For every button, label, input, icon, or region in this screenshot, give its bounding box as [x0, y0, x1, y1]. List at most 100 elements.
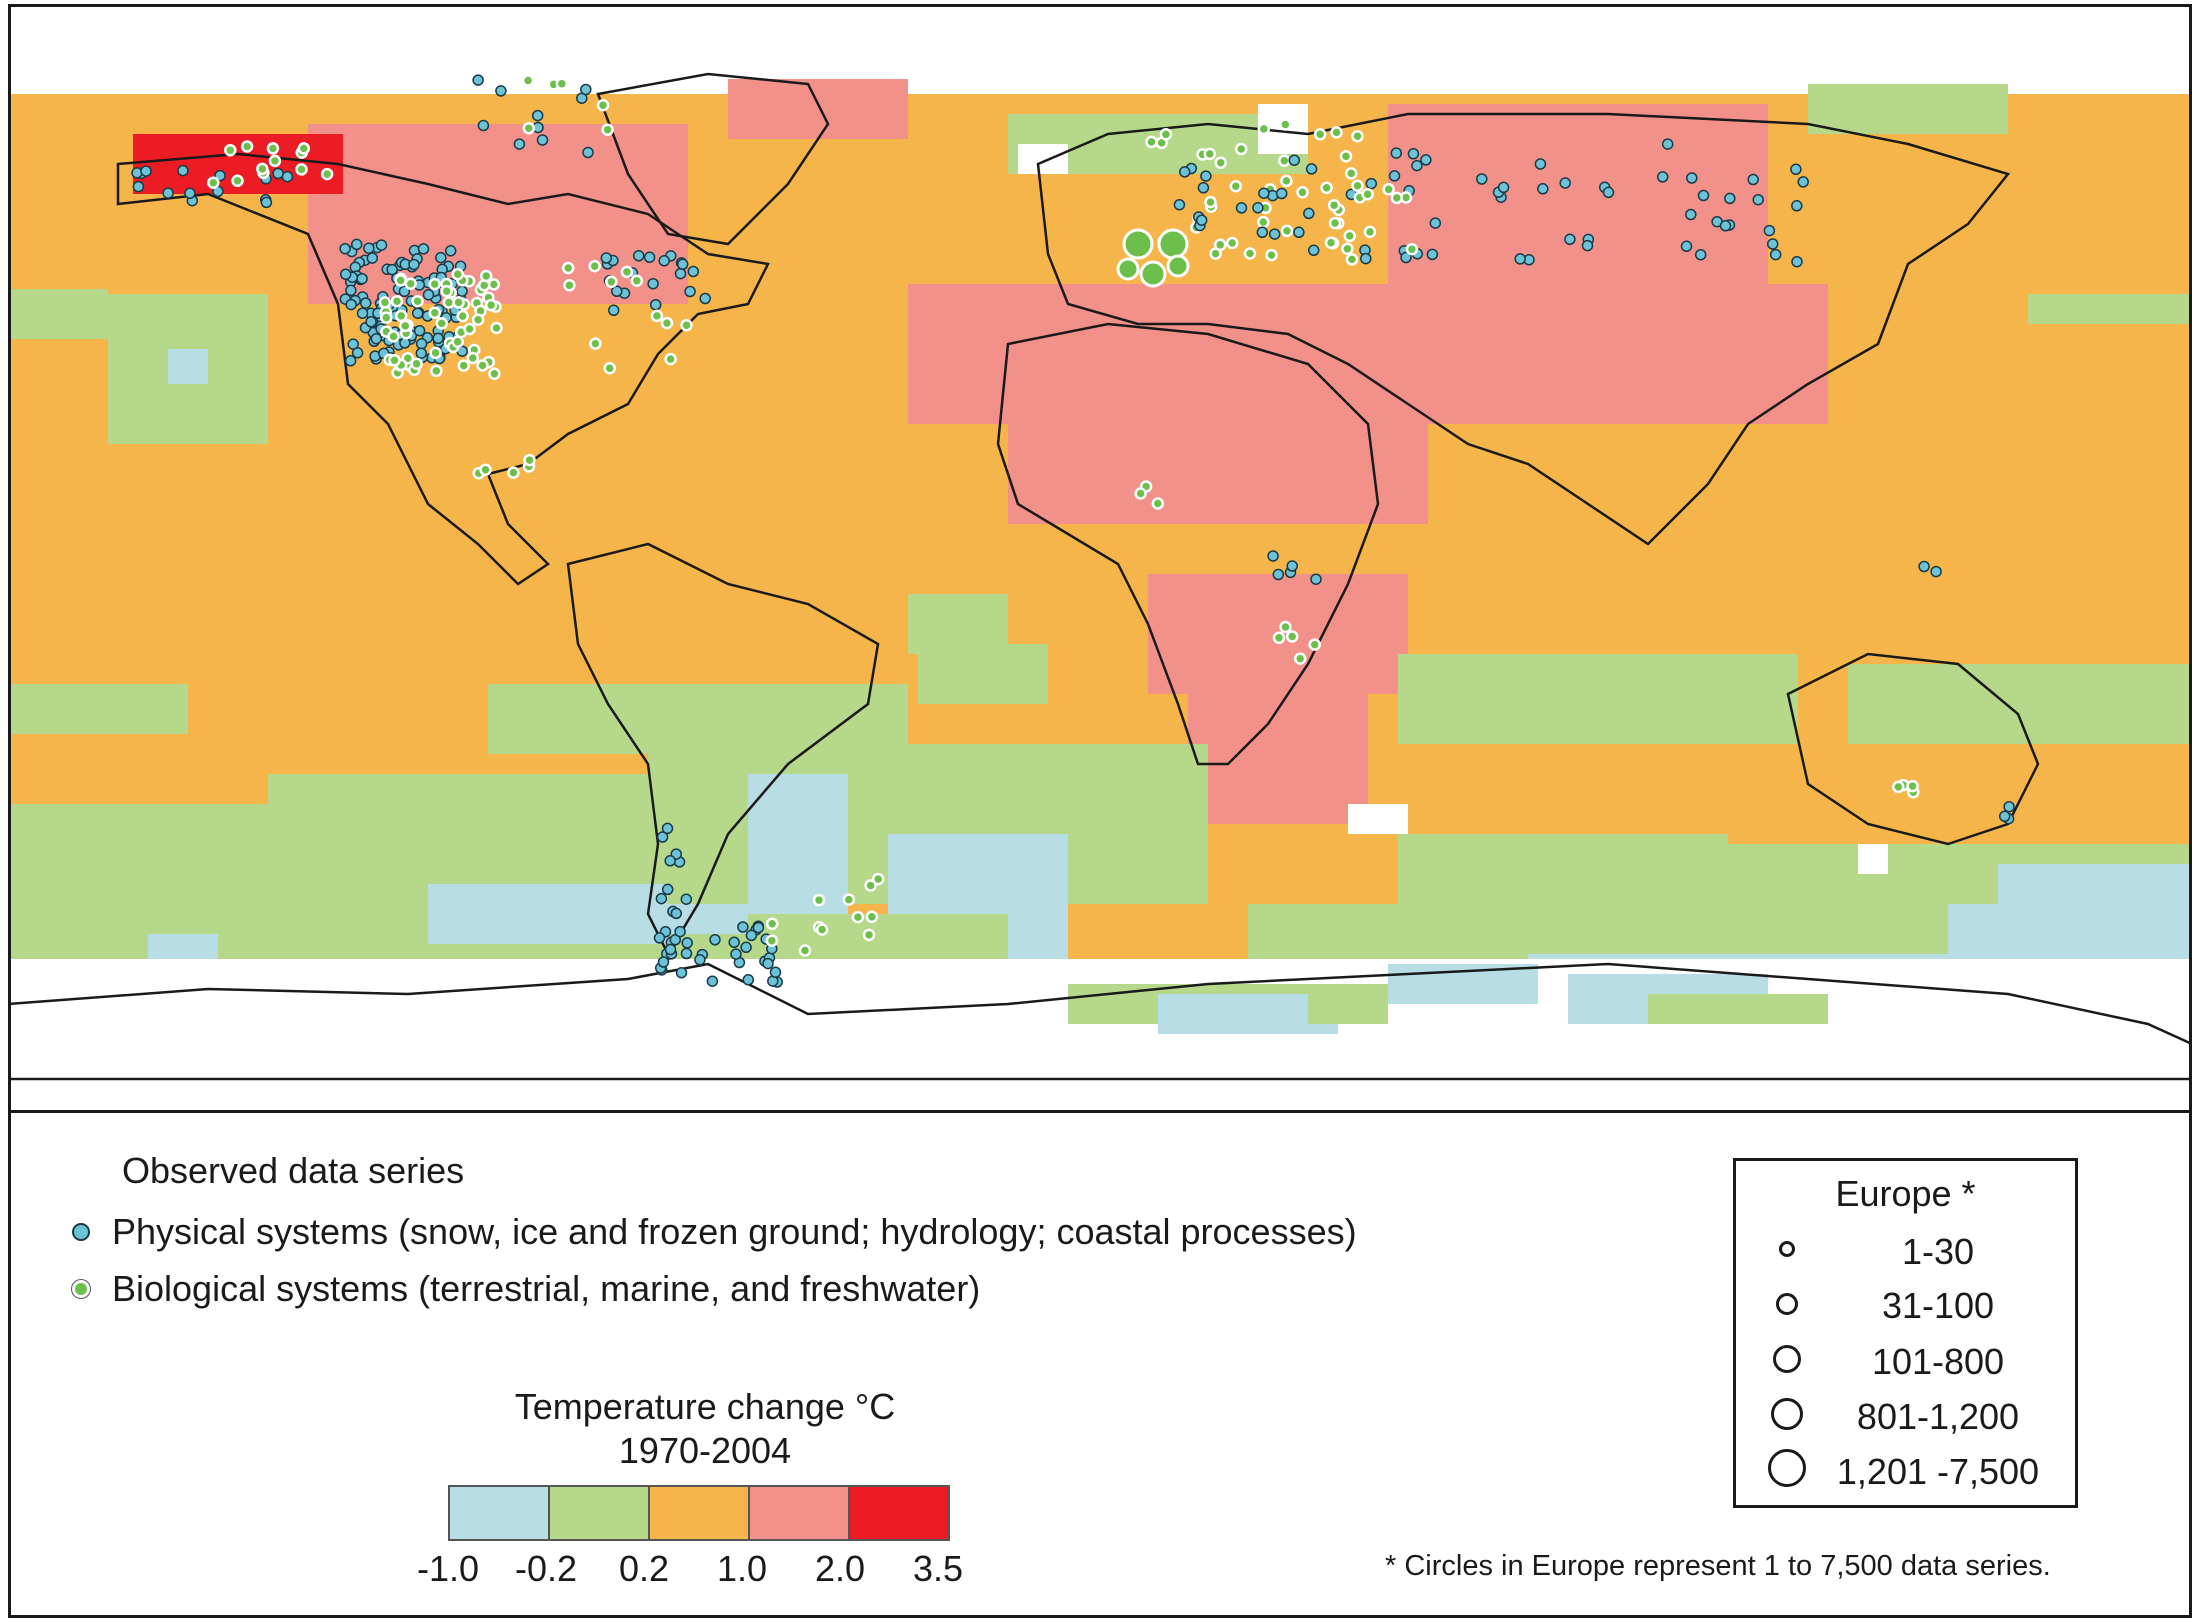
- biological-observation-marker: [430, 364, 443, 378]
- coastline: [566, 542, 880, 957]
- physical-observation-marker: [1763, 224, 1776, 237]
- biological-observation-marker: [1234, 142, 1248, 156]
- biological-observation-marker: [378, 296, 392, 309]
- physical-observation-marker: [600, 252, 613, 264]
- physical-observation-marker: [435, 251, 447, 264]
- biological-observation-marker: [256, 162, 269, 176]
- physical-observation-marker: [1288, 154, 1301, 166]
- temperature-grid-cell: [908, 284, 1828, 424]
- europe-size-legend: Europe * 1-30 31-100 101-800 801-1,200 1…: [1733, 1158, 2078, 1508]
- europe-aggregate-marker: [1166, 254, 1190, 278]
- physical-observation-marker: [1195, 214, 1208, 226]
- biological-observation-marker: [1343, 229, 1356, 243]
- scale-swatch: [550, 1487, 650, 1539]
- physical-observation-marker: [1400, 251, 1412, 264]
- physical-observation-marker: [1602, 186, 1615, 199]
- physical-observation-marker: [643, 251, 656, 264]
- figure-frame: [8, 4, 2192, 1618]
- biological-observation-marker: [295, 163, 308, 176]
- temperature-grid-cell: [1858, 844, 1888, 874]
- physical-observation-marker: [709, 934, 721, 946]
- biological-observation-marker: [240, 140, 254, 153]
- physical-observation-marker: [680, 893, 693, 905]
- europe-legend-title: Europe *: [1835, 1173, 1976, 1214]
- biological-observation-marker: [507, 466, 520, 479]
- size-circle-icon: [1779, 1241, 1795, 1257]
- coastline: [116, 152, 770, 586]
- biological-observation-marker: [457, 359, 470, 372]
- temperature-grid-cell: [8, 684, 188, 734]
- biological-observation-marker: [680, 318, 693, 332]
- physical-observation-marker: [513, 138, 526, 150]
- biological-observation-marker: [588, 259, 601, 273]
- physical-observation-marker: [762, 957, 774, 970]
- temperature-grid-cell: [1308, 984, 1388, 1024]
- biological-observation-marker: [1313, 128, 1327, 141]
- biological-observation-marker: [865, 910, 879, 924]
- biological-observation-marker: [842, 893, 856, 906]
- biological-observation-marker: [1243, 247, 1257, 260]
- biological-observation-marker: [1272, 631, 1286, 645]
- temperature-grid-cell: [918, 644, 1048, 704]
- biological-observation-marker: [1327, 198, 1341, 212]
- physical-observation-marker: [694, 954, 706, 966]
- biological-observation-marker: [435, 317, 448, 330]
- size-legend-row: 1,201 -7,500: [1736, 1449, 2075, 1501]
- biological-observation-marker: [851, 910, 865, 924]
- physical-observation-marker: [477, 119, 490, 132]
- size-legend-label: 801-1,200: [1856, 1396, 2020, 1437]
- physical-observation-marker: [432, 332, 444, 345]
- temperature-grid-cell: [728, 79, 908, 139]
- scale-tick-label: -1.0: [416, 1548, 480, 1589]
- coastline: [1036, 112, 2011, 546]
- physical-observation-marker: [670, 907, 683, 920]
- physical-observation-marker: [740, 941, 752, 954]
- biological-observation-marker: [1892, 780, 1905, 794]
- biological-observation-marker: [1351, 129, 1364, 143]
- biological-observation-marker: [563, 279, 576, 292]
- biological-observation-marker: [442, 296, 456, 309]
- map-legend-divider: [8, 1110, 2192, 1113]
- physical-observation-marker: [657, 956, 670, 968]
- biological-observation-marker: [1390, 191, 1404, 205]
- biological-observation-marker: [812, 893, 826, 907]
- biological-observation-marker: [1151, 497, 1165, 510]
- physical-observation-marker: [1694, 248, 1707, 261]
- physical-observation-marker: [140, 165, 152, 177]
- temperature-grid-cell: [1188, 694, 1368, 824]
- legend-biological-systems: Biological systems (terrestrial, marine,…: [72, 1268, 980, 1310]
- physical-observation-marker: [737, 921, 749, 933]
- biological-observation-marker: [1330, 126, 1343, 139]
- physical-observation-marker: [345, 284, 357, 297]
- physical-observation-marker: [655, 892, 668, 905]
- physical-observation-marker: [1752, 193, 1764, 206]
- physical-observation-marker: [413, 324, 426, 337]
- physical-observation-marker: [536, 134, 549, 146]
- physical-observation-marker: [345, 298, 357, 311]
- physical-observation-marker: [1178, 166, 1191, 178]
- physical-observation-marker: [1365, 177, 1378, 190]
- physical-observation-marker: [162, 187, 174, 199]
- size-legend-label: 1,201 -7,500: [1836, 1451, 2040, 1492]
- physical-observation-marker: [1534, 158, 1547, 170]
- physical-observation-marker: [664, 943, 677, 956]
- biological-observation-marker: [862, 928, 876, 942]
- biological-observation-marker: [479, 463, 492, 476]
- scale-tick-label: 3.5: [912, 1548, 964, 1589]
- physical-observation-marker: [675, 966, 688, 979]
- biological-observation-marker: [765, 934, 779, 947]
- world-map: [8, 4, 2192, 1112]
- biological-observation-marker: [1361, 187, 1374, 201]
- physical-observation-marker: [1724, 192, 1736, 205]
- physical-observation-marker: [177, 164, 189, 177]
- biological-observation-marker: [1285, 630, 1299, 643]
- physical-observation-marker: [531, 109, 544, 122]
- physical-observation-marker: [1537, 183, 1549, 195]
- biological-observation-marker: [1213, 238, 1227, 252]
- physical-observation-marker: [580, 83, 592, 96]
- physical-observation-marker: [1766, 238, 1779, 250]
- biological-observation-marker: [561, 261, 575, 275]
- biological-observation-marker: [1257, 122, 1271, 136]
- europe-aggregate-marker: [1139, 260, 1167, 288]
- biological-observation-marker: [1293, 652, 1307, 665]
